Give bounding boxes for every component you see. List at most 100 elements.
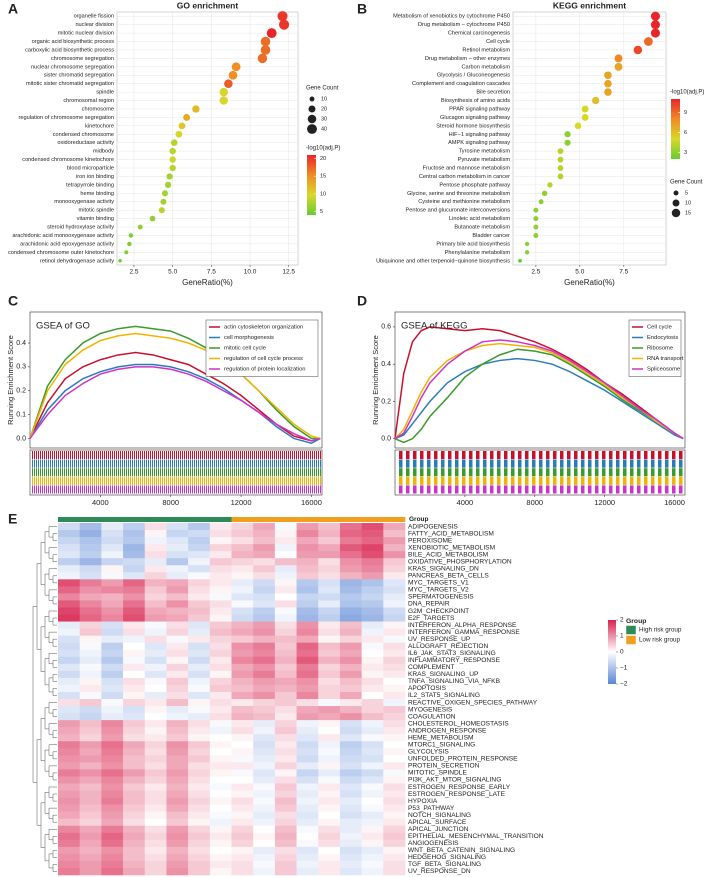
heat-cell (58, 607, 80, 615)
heat-cell (79, 614, 102, 622)
heat-cell (296, 628, 319, 636)
heat-cell (231, 853, 254, 862)
heat-cell (361, 755, 384, 763)
heat-cell (79, 741, 102, 749)
heat-cell (231, 706, 254, 714)
heat-cell (209, 762, 232, 770)
dot (533, 216, 539, 222)
heat-cell (209, 621, 232, 629)
group-cell (318, 517, 341, 522)
heat-cell (58, 839, 80, 848)
size-legend-dot (673, 190, 679, 196)
y-tick-label: 0.0 (16, 435, 26, 442)
heat-cell (339, 839, 362, 848)
heat-cell (166, 825, 189, 834)
heat-cell (318, 642, 341, 651)
heat-cell (166, 769, 189, 777)
heat-cell (231, 607, 254, 615)
heat-cell (123, 649, 146, 658)
heat-cell (296, 867, 319, 876)
heat-cell (144, 670, 167, 679)
heat-cell (166, 706, 189, 714)
heat-cell (231, 769, 254, 777)
heat-cell (144, 832, 167, 841)
heat-cell (101, 600, 124, 608)
heat-cell (231, 677, 254, 686)
heat-cell (253, 755, 276, 763)
heat-cell (209, 720, 232, 728)
heat-cell (318, 523, 341, 531)
dot (650, 28, 660, 38)
heat-cell (144, 593, 167, 601)
heat-cell (231, 600, 254, 608)
heat-cell (361, 523, 384, 531)
heat-cell (209, 776, 232, 784)
heat-cell (361, 579, 384, 587)
heat-cell (274, 755, 297, 763)
row-label: REACTIVE_OXIGEN_SPECIES_PATHWAY (408, 699, 538, 706)
heat-cell (296, 565, 319, 573)
x-tick-label: 4000 (92, 498, 109, 507)
group-cell (339, 517, 362, 522)
heat-cell (383, 649, 406, 658)
heat-cell (58, 572, 80, 580)
category-label: regulation of chromosome segregation (19, 115, 114, 121)
heat-cell (253, 572, 276, 580)
heat-cell (318, 734, 341, 742)
heat-cell (166, 818, 189, 827)
heat-cell (253, 565, 276, 573)
dot (127, 241, 132, 247)
heat-cell (339, 776, 362, 784)
heat-cell (274, 621, 297, 629)
dot (228, 70, 238, 80)
category-label: Metabolism of xenobiotics by cytochrome … (393, 14, 510, 20)
heat-cell (79, 706, 102, 714)
heat-cell (339, 860, 362, 869)
heat-cell (296, 804, 319, 812)
heat-cell (101, 783, 124, 791)
category-label: Pentose and glucuronate interconversions (406, 208, 511, 214)
heat-cell (188, 565, 211, 573)
heat-cell (231, 523, 254, 531)
heat-cell (318, 530, 341, 538)
heat-cell (58, 818, 80, 827)
heat-cell (339, 769, 362, 777)
heat-cell (231, 818, 254, 827)
heat-cell (188, 839, 211, 848)
dot (557, 165, 564, 171)
heat-cell (101, 684, 124, 693)
heat-cell (209, 586, 232, 594)
heat-cell (318, 790, 341, 798)
heat-cell (318, 755, 341, 763)
colorbar (671, 99, 680, 159)
x-tick-label: 12.5 (282, 269, 295, 276)
heat-cell (318, 853, 341, 862)
heat-cell (209, 811, 232, 819)
heat-cell (123, 607, 146, 615)
heat-cell (231, 832, 254, 841)
heat-cell (144, 649, 167, 658)
heat-cell (209, 523, 232, 531)
heat-cell (79, 804, 102, 812)
heat-cell (383, 607, 406, 615)
group-cell (58, 517, 80, 522)
heat-cell (209, 558, 232, 566)
heat-cell (361, 860, 384, 869)
heat-cell (166, 720, 189, 728)
heat-cell (209, 860, 232, 869)
row-label: ESTROGEN_RESPONSE_EARLY (408, 784, 511, 791)
heat-cell (231, 741, 254, 749)
heat-cell (274, 776, 297, 784)
heat-cell (361, 537, 384, 545)
heat-cell (361, 776, 384, 784)
heat-cell (79, 607, 102, 615)
heat-cell (79, 790, 102, 798)
x-tick-label: 12000 (594, 498, 615, 507)
heat-cell (123, 713, 146, 721)
group-cell (101, 517, 124, 522)
heat-cell (231, 649, 254, 658)
dot (257, 53, 268, 64)
heat-cell (274, 600, 297, 608)
heat-cell (166, 670, 189, 679)
x-tick-label: 8000 (526, 498, 543, 507)
